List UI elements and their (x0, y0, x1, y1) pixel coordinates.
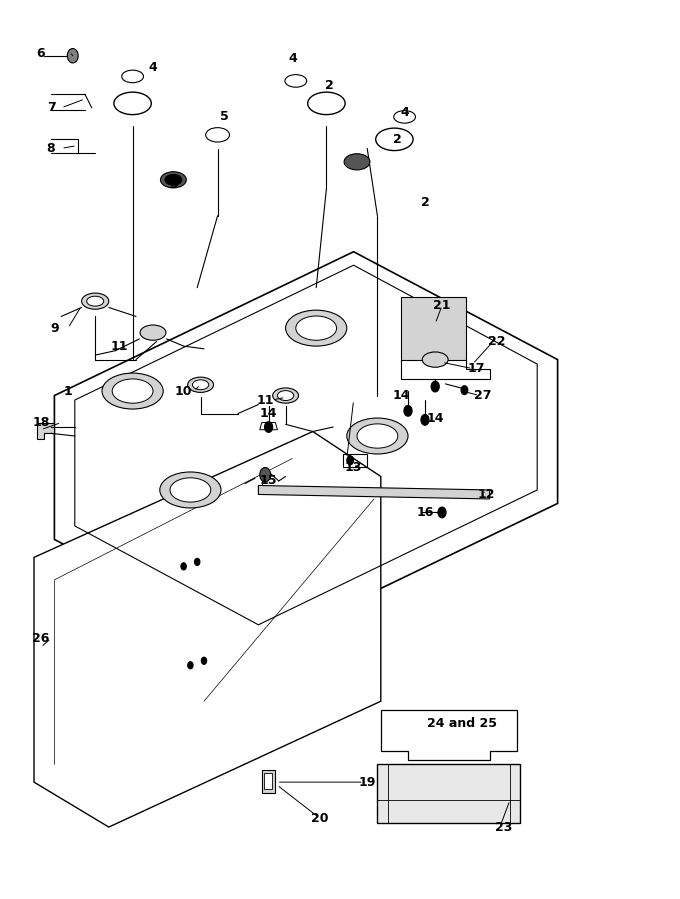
Circle shape (265, 422, 273, 432)
Text: 22: 22 (488, 335, 505, 348)
Text: 2: 2 (394, 133, 402, 146)
Text: 12: 12 (477, 488, 495, 501)
Text: 23: 23 (494, 821, 512, 833)
Text: 27: 27 (474, 389, 492, 402)
Text: 14: 14 (260, 407, 277, 420)
Circle shape (431, 381, 439, 392)
Polygon shape (37, 423, 54, 439)
Polygon shape (381, 710, 517, 760)
FancyBboxPatch shape (401, 297, 466, 364)
Circle shape (404, 405, 412, 416)
Polygon shape (439, 715, 462, 733)
Ellipse shape (192, 380, 209, 390)
Text: 10: 10 (175, 385, 192, 397)
Text: 4: 4 (288, 52, 296, 65)
Polygon shape (377, 764, 520, 823)
Circle shape (181, 563, 186, 570)
Text: 9: 9 (50, 322, 58, 334)
Ellipse shape (273, 387, 299, 403)
Text: 17: 17 (467, 362, 485, 375)
Circle shape (347, 456, 354, 465)
Text: 1: 1 (64, 385, 72, 397)
Ellipse shape (347, 418, 408, 454)
Text: 16: 16 (416, 506, 434, 519)
Ellipse shape (357, 424, 398, 449)
FancyBboxPatch shape (262, 770, 275, 793)
Text: 14: 14 (426, 412, 444, 424)
Text: 19: 19 (358, 776, 376, 788)
Text: 6: 6 (37, 48, 45, 60)
Text: 5: 5 (220, 111, 228, 123)
Text: 13: 13 (345, 461, 362, 474)
Polygon shape (258, 485, 490, 499)
Text: 15: 15 (260, 475, 277, 487)
Ellipse shape (114, 93, 151, 114)
Ellipse shape (277, 390, 294, 401)
Ellipse shape (160, 172, 186, 188)
Circle shape (421, 414, 429, 425)
Ellipse shape (86, 297, 103, 306)
Ellipse shape (285, 75, 307, 87)
Text: 8: 8 (47, 142, 55, 155)
Text: 21: 21 (433, 299, 451, 312)
Circle shape (67, 49, 78, 63)
Ellipse shape (112, 379, 153, 404)
Polygon shape (34, 432, 381, 827)
Text: 7: 7 (47, 102, 55, 114)
Ellipse shape (422, 352, 448, 367)
Text: 2: 2 (421, 196, 429, 209)
Ellipse shape (122, 70, 143, 83)
Ellipse shape (394, 111, 415, 123)
Ellipse shape (375, 129, 413, 150)
Polygon shape (401, 360, 490, 379)
Ellipse shape (205, 128, 230, 142)
Ellipse shape (286, 310, 347, 346)
Circle shape (461, 386, 468, 395)
Circle shape (201, 657, 207, 664)
Text: 2: 2 (326, 79, 334, 92)
Text: 4: 4 (149, 61, 157, 74)
Polygon shape (405, 715, 432, 733)
Text: 11: 11 (110, 340, 128, 352)
Polygon shape (54, 252, 558, 647)
Text: 20: 20 (311, 812, 328, 824)
Ellipse shape (307, 93, 345, 114)
Text: 18: 18 (32, 416, 50, 429)
Ellipse shape (82, 293, 109, 309)
Text: 24 and 25: 24 and 25 (428, 717, 497, 730)
Text: 26: 26 (32, 632, 50, 645)
Text: 4: 4 (401, 106, 409, 119)
Circle shape (188, 662, 193, 669)
Circle shape (194, 558, 200, 565)
Ellipse shape (140, 325, 166, 340)
Ellipse shape (188, 378, 214, 393)
Ellipse shape (344, 154, 370, 170)
Text: 3: 3 (169, 178, 177, 191)
FancyBboxPatch shape (264, 773, 272, 789)
Ellipse shape (102, 373, 163, 409)
Circle shape (260, 467, 271, 482)
Ellipse shape (160, 472, 221, 508)
Ellipse shape (296, 316, 337, 340)
Ellipse shape (165, 174, 182, 185)
Circle shape (438, 507, 446, 518)
Text: 11: 11 (256, 394, 274, 406)
Text: 14: 14 (392, 389, 410, 402)
Ellipse shape (170, 477, 211, 502)
